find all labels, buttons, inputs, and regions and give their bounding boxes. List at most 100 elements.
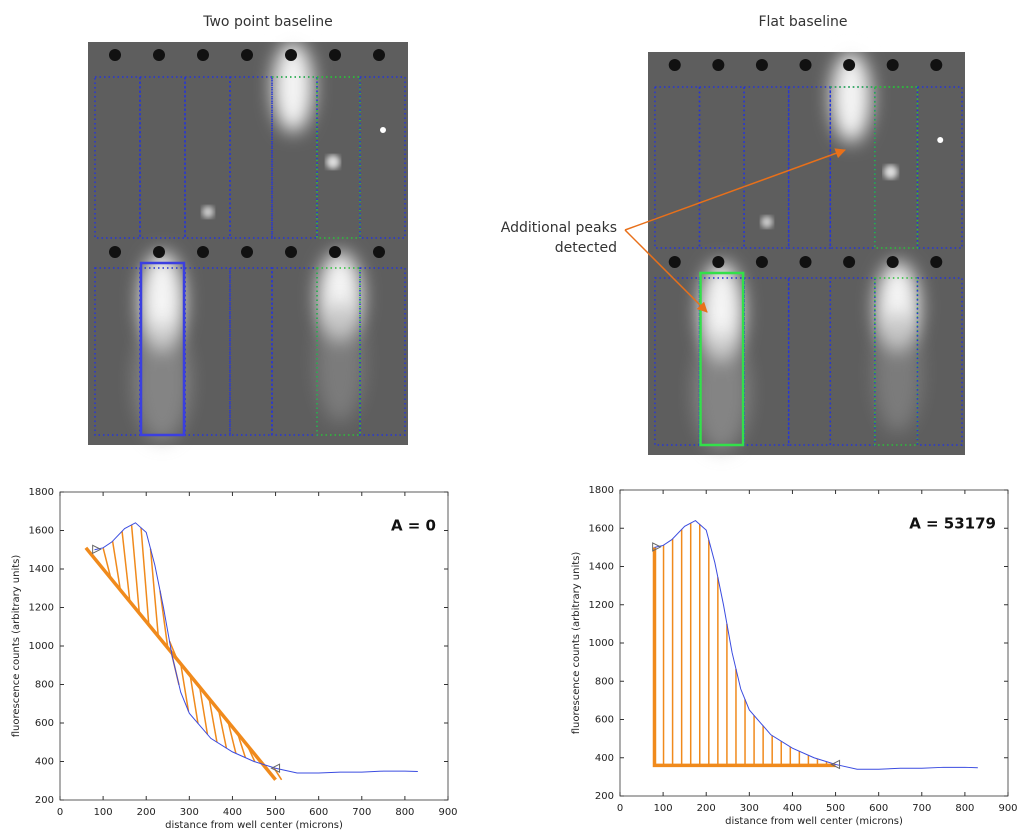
lane-box: [184, 76, 231, 239]
lane-box: [874, 277, 919, 446]
curve: [654, 519, 978, 770]
band: [273, 42, 313, 132]
lane-box: [94, 76, 141, 239]
hatch: [121, 531, 131, 602]
annotation: detected: [555, 240, 617, 256]
well: [285, 49, 297, 61]
hatch: [179, 663, 190, 712]
well: [799, 256, 812, 268]
hatch: [217, 710, 228, 749]
well: [241, 246, 253, 258]
x-tick-label: 300: [740, 803, 759, 814]
lane-box: [316, 267, 361, 436]
well: [241, 49, 253, 61]
endpoint-marker: [270, 763, 281, 774]
well: [755, 59, 768, 71]
hatch: [198, 686, 209, 735]
y-tick-label: 1000: [29, 641, 54, 652]
y-axis-label: fluorescence counts (arbitrary units): [11, 555, 22, 738]
well: [886, 256, 899, 268]
gel-image: [88, 42, 408, 445]
lane-box: [359, 76, 406, 239]
well: [373, 49, 385, 61]
spot: [202, 206, 214, 218]
smear: [316, 302, 364, 422]
x-axis-label: distance from well center (microns): [725, 816, 903, 827]
x-tick-label: 0: [617, 803, 623, 814]
lane-box: [787, 277, 832, 446]
band: [831, 52, 871, 142]
x-tick-label: 700: [912, 803, 931, 814]
y-tick-label: 1400: [29, 564, 54, 575]
lane-box: [139, 76, 186, 239]
well: [109, 49, 121, 61]
x-tick-label: 800: [955, 803, 974, 814]
hatch: [140, 527, 150, 625]
y-tick-label: 1600: [29, 526, 54, 537]
y-tick-label: 1800: [29, 487, 54, 498]
lane-box: [359, 267, 406, 436]
smear: [693, 332, 750, 452]
well: [153, 49, 165, 61]
x-tick-label: 100: [654, 803, 673, 814]
selected-lane: [139, 261, 186, 437]
x-tick-label: 600: [869, 803, 888, 814]
lane-box: [787, 86, 832, 249]
arrow: [624, 148, 846, 231]
well: [197, 246, 209, 258]
x-tick-label: 900: [998, 803, 1017, 814]
smear: [873, 312, 922, 432]
well: [329, 246, 341, 258]
x-tick-label: 700: [352, 807, 371, 818]
well: [930, 59, 943, 71]
lane-box: [229, 267, 273, 436]
x-tick-label: 400: [223, 807, 242, 818]
arrow: [624, 229, 708, 313]
well: [843, 59, 856, 71]
well: [285, 246, 297, 258]
y-tick-label: 800: [595, 676, 614, 687]
well: [755, 256, 768, 268]
well: [930, 256, 943, 268]
x-tick-label: 200: [697, 803, 716, 814]
y-tick-label: 400: [595, 753, 614, 764]
x-tick-label: 300: [180, 807, 199, 818]
hatch: [208, 698, 218, 743]
y-tick-label: 1200: [589, 600, 614, 611]
endpoint-marker: [652, 542, 662, 552]
baseline: [84, 546, 277, 781]
x-tick-label: 800: [395, 807, 414, 818]
area-label: A = 53179: [909, 515, 996, 533]
hatch: [111, 541, 122, 591]
well: [197, 49, 209, 61]
baseline: [652, 547, 836, 768]
well: [153, 246, 165, 258]
x-tick-label: 500: [266, 807, 285, 818]
spot: [326, 155, 340, 169]
x-tick-label: 100: [94, 807, 113, 818]
x-tick-label: 200: [137, 807, 156, 818]
hatch: [102, 547, 112, 579]
y-tick-label: 1400: [589, 562, 614, 573]
spot: [760, 216, 773, 228]
x-axis-label: distance from well center (microns): [165, 820, 343, 831]
lane-box: [229, 76, 273, 239]
x-tick-label: 400: [783, 803, 802, 814]
y-tick-label: 600: [35, 718, 54, 729]
panel-title: Flat baseline: [758, 14, 847, 30]
area-label: A = 0: [391, 517, 436, 535]
well: [712, 256, 725, 268]
endpoint-marker: [830, 759, 841, 770]
y-tick-label: 1000: [589, 638, 614, 649]
endpoint-marker: [92, 544, 102, 555]
gel-image: [648, 52, 965, 455]
plot-area: [59, 491, 449, 801]
well: [109, 246, 121, 258]
panel-title: Two point baseline: [202, 14, 333, 30]
lane-box: [316, 76, 361, 239]
y-tick-label: 1800: [589, 485, 614, 496]
plot-area: [619, 489, 1009, 797]
well: [712, 59, 725, 71]
spot: [883, 165, 898, 179]
